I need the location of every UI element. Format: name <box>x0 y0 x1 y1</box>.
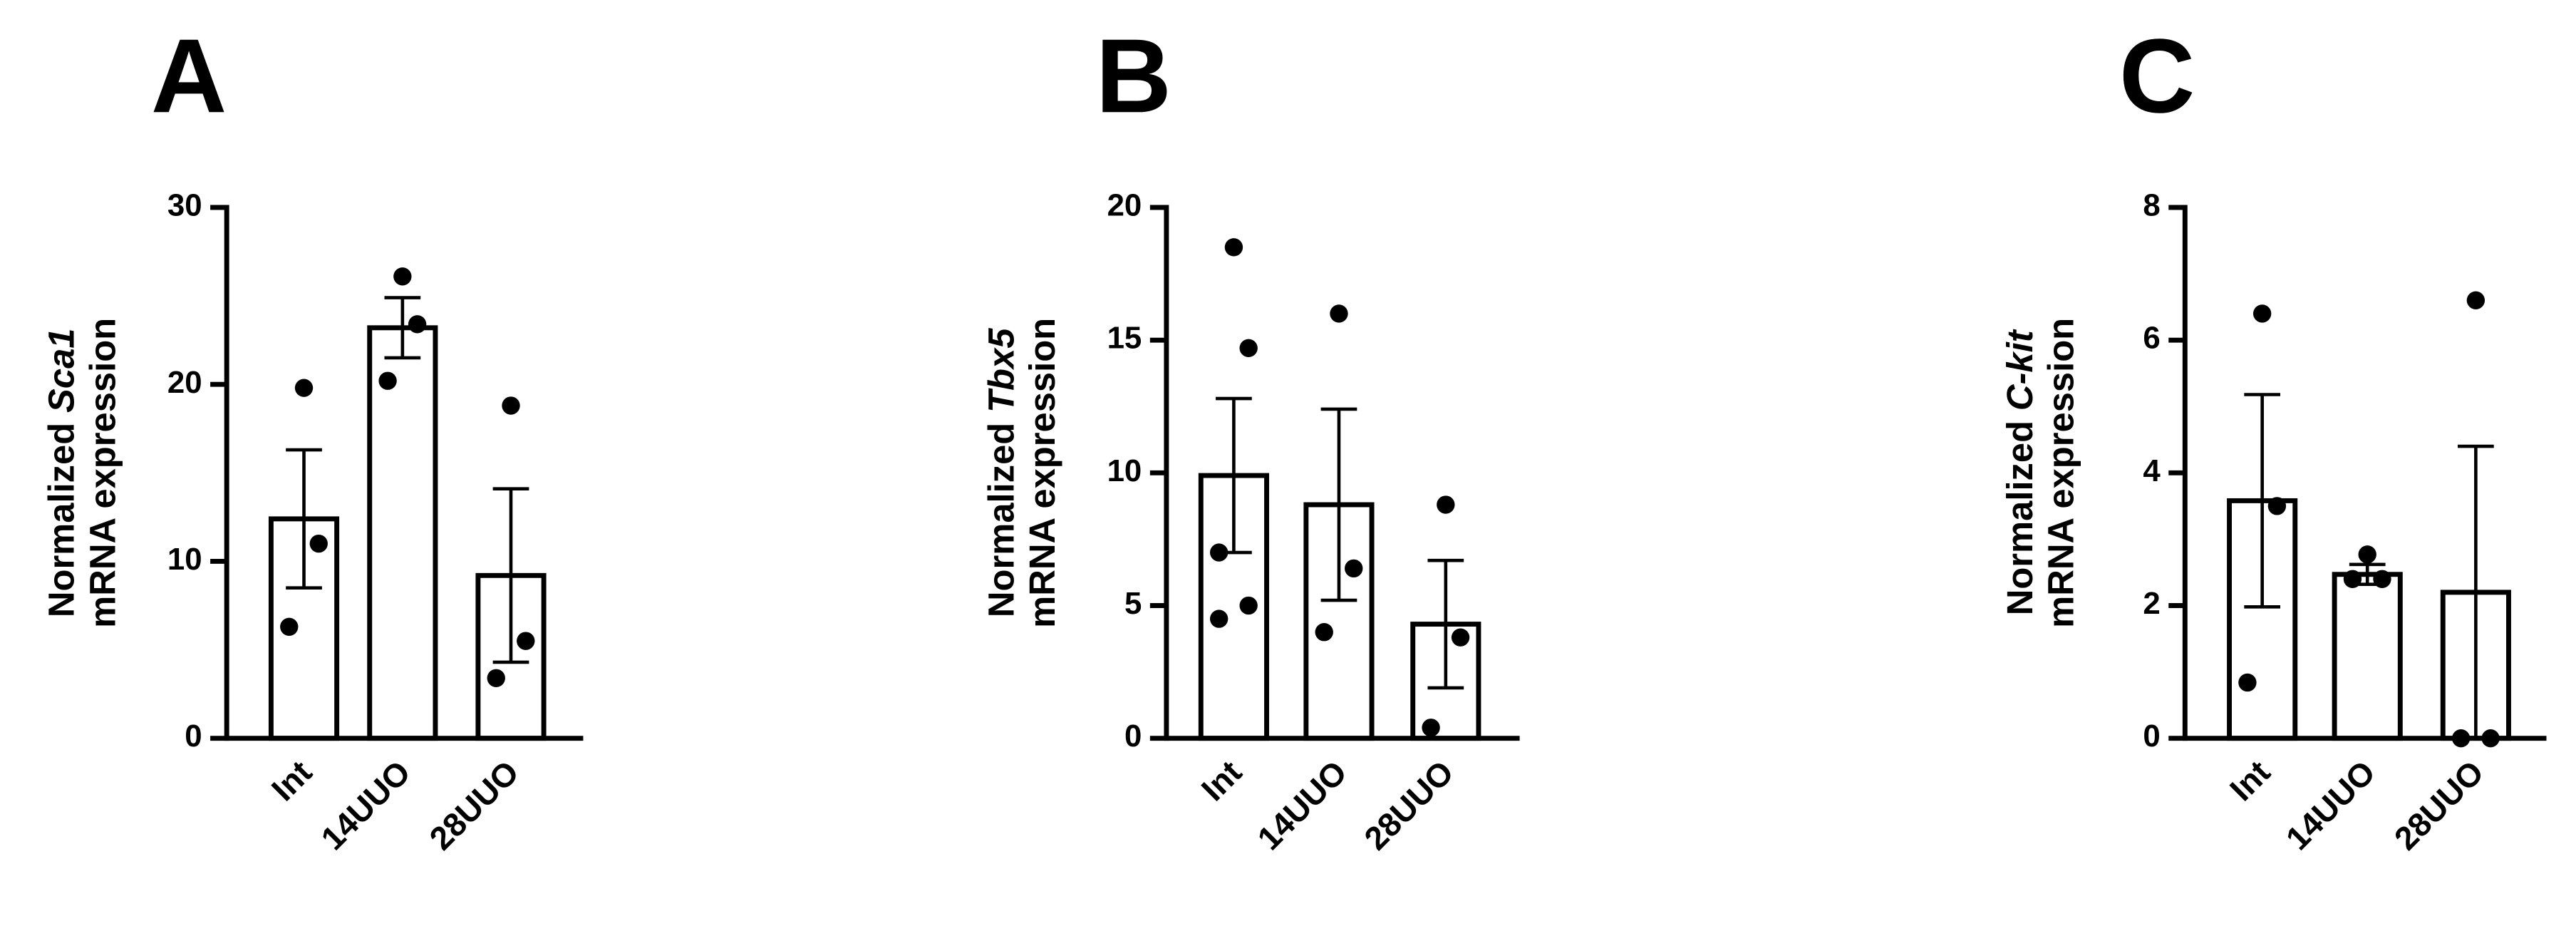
panel-letter: C <box>2119 17 2195 135</box>
data-point <box>1437 495 1455 514</box>
data-point <box>2466 291 2486 309</box>
y-label-part: Normalized <box>981 423 1021 617</box>
data-point <box>294 379 314 397</box>
data-point <box>280 617 299 636</box>
data-point <box>2267 497 2287 515</box>
x-tick-label: 28UUO <box>2387 753 2490 857</box>
y-tick-label: 30 <box>167 188 202 223</box>
y-tick-label: 8 <box>2143 188 2160 223</box>
data-point <box>1451 628 1470 647</box>
data-point <box>1330 304 1348 323</box>
data-point <box>517 632 535 650</box>
data-point <box>1239 596 1258 615</box>
y-label-gene: Tbx5 <box>981 328 1021 413</box>
data-point <box>2358 545 2376 564</box>
data-point <box>1345 559 1363 578</box>
x-tick-label: 28UUO <box>1357 753 1460 857</box>
y-tick-label: 20 <box>1107 188 1142 223</box>
y-tick-label: 10 <box>167 542 202 577</box>
x-tick-label: 28UUO <box>422 753 525 857</box>
y-label-part: mRNA expression <box>1022 318 1062 628</box>
x-tick-label: Int <box>264 753 319 808</box>
data-point <box>502 396 520 415</box>
y-tick-label: 15 <box>1107 321 1142 356</box>
data-point <box>2343 570 2362 588</box>
y-label-part: Normalized <box>41 423 82 617</box>
data-point <box>1209 609 1228 628</box>
y-tick-label: 2 <box>2143 586 2160 621</box>
bar <box>2332 572 2403 741</box>
y-label-part: mRNA expression <box>2041 318 2081 628</box>
data-point <box>2252 304 2272 323</box>
data-point <box>309 534 328 553</box>
y-tick-label: 0 <box>1124 719 1142 753</box>
y-label-gene: C-kit <box>2000 329 2040 411</box>
x-tick-label: 14UUO <box>2279 753 2382 857</box>
y-axis-label: Normalized Sca1mRNA expression <box>41 318 123 628</box>
data-point <box>2238 673 2257 692</box>
data-point <box>487 669 505 687</box>
y-axis-label: Normalized Tbx5mRNA expression <box>981 318 1062 628</box>
y-label-part: Normalized <box>2000 421 2040 615</box>
y-label-part: mRNA expression <box>82 318 123 628</box>
y-tick-label: 0 <box>2143 719 2160 753</box>
data-point <box>1209 543 1228 562</box>
y-tick-label: 6 <box>2143 321 2160 356</box>
data-point <box>393 267 412 286</box>
data-point <box>1239 339 1258 358</box>
x-tick-label: Int <box>2223 753 2277 808</box>
x-tick-label: 14UUO <box>1250 753 1353 857</box>
y-tick-label: 4 <box>2143 453 2161 488</box>
y-tick-label: 10 <box>1107 453 1142 488</box>
y-tick-label: 20 <box>167 365 202 400</box>
y-label-gene: Sca1 <box>41 328 82 412</box>
data-point <box>1315 623 1333 642</box>
data-point <box>1422 719 1440 737</box>
bar <box>367 325 438 741</box>
panel-letter: A <box>151 17 227 135</box>
x-tick-label: Int <box>1194 753 1249 808</box>
y-tick-label: 0 <box>185 719 202 753</box>
x-tick-label: 14UUO <box>314 753 417 857</box>
data-point <box>1224 238 1243 257</box>
y-axis-label: Normalized C-kitmRNA expression <box>2000 318 2081 628</box>
panel-letter: B <box>1096 17 1172 135</box>
data-point <box>378 371 397 390</box>
y-tick-label: 5 <box>1124 586 1142 621</box>
data-point <box>2373 570 2391 588</box>
data-point <box>408 315 427 334</box>
